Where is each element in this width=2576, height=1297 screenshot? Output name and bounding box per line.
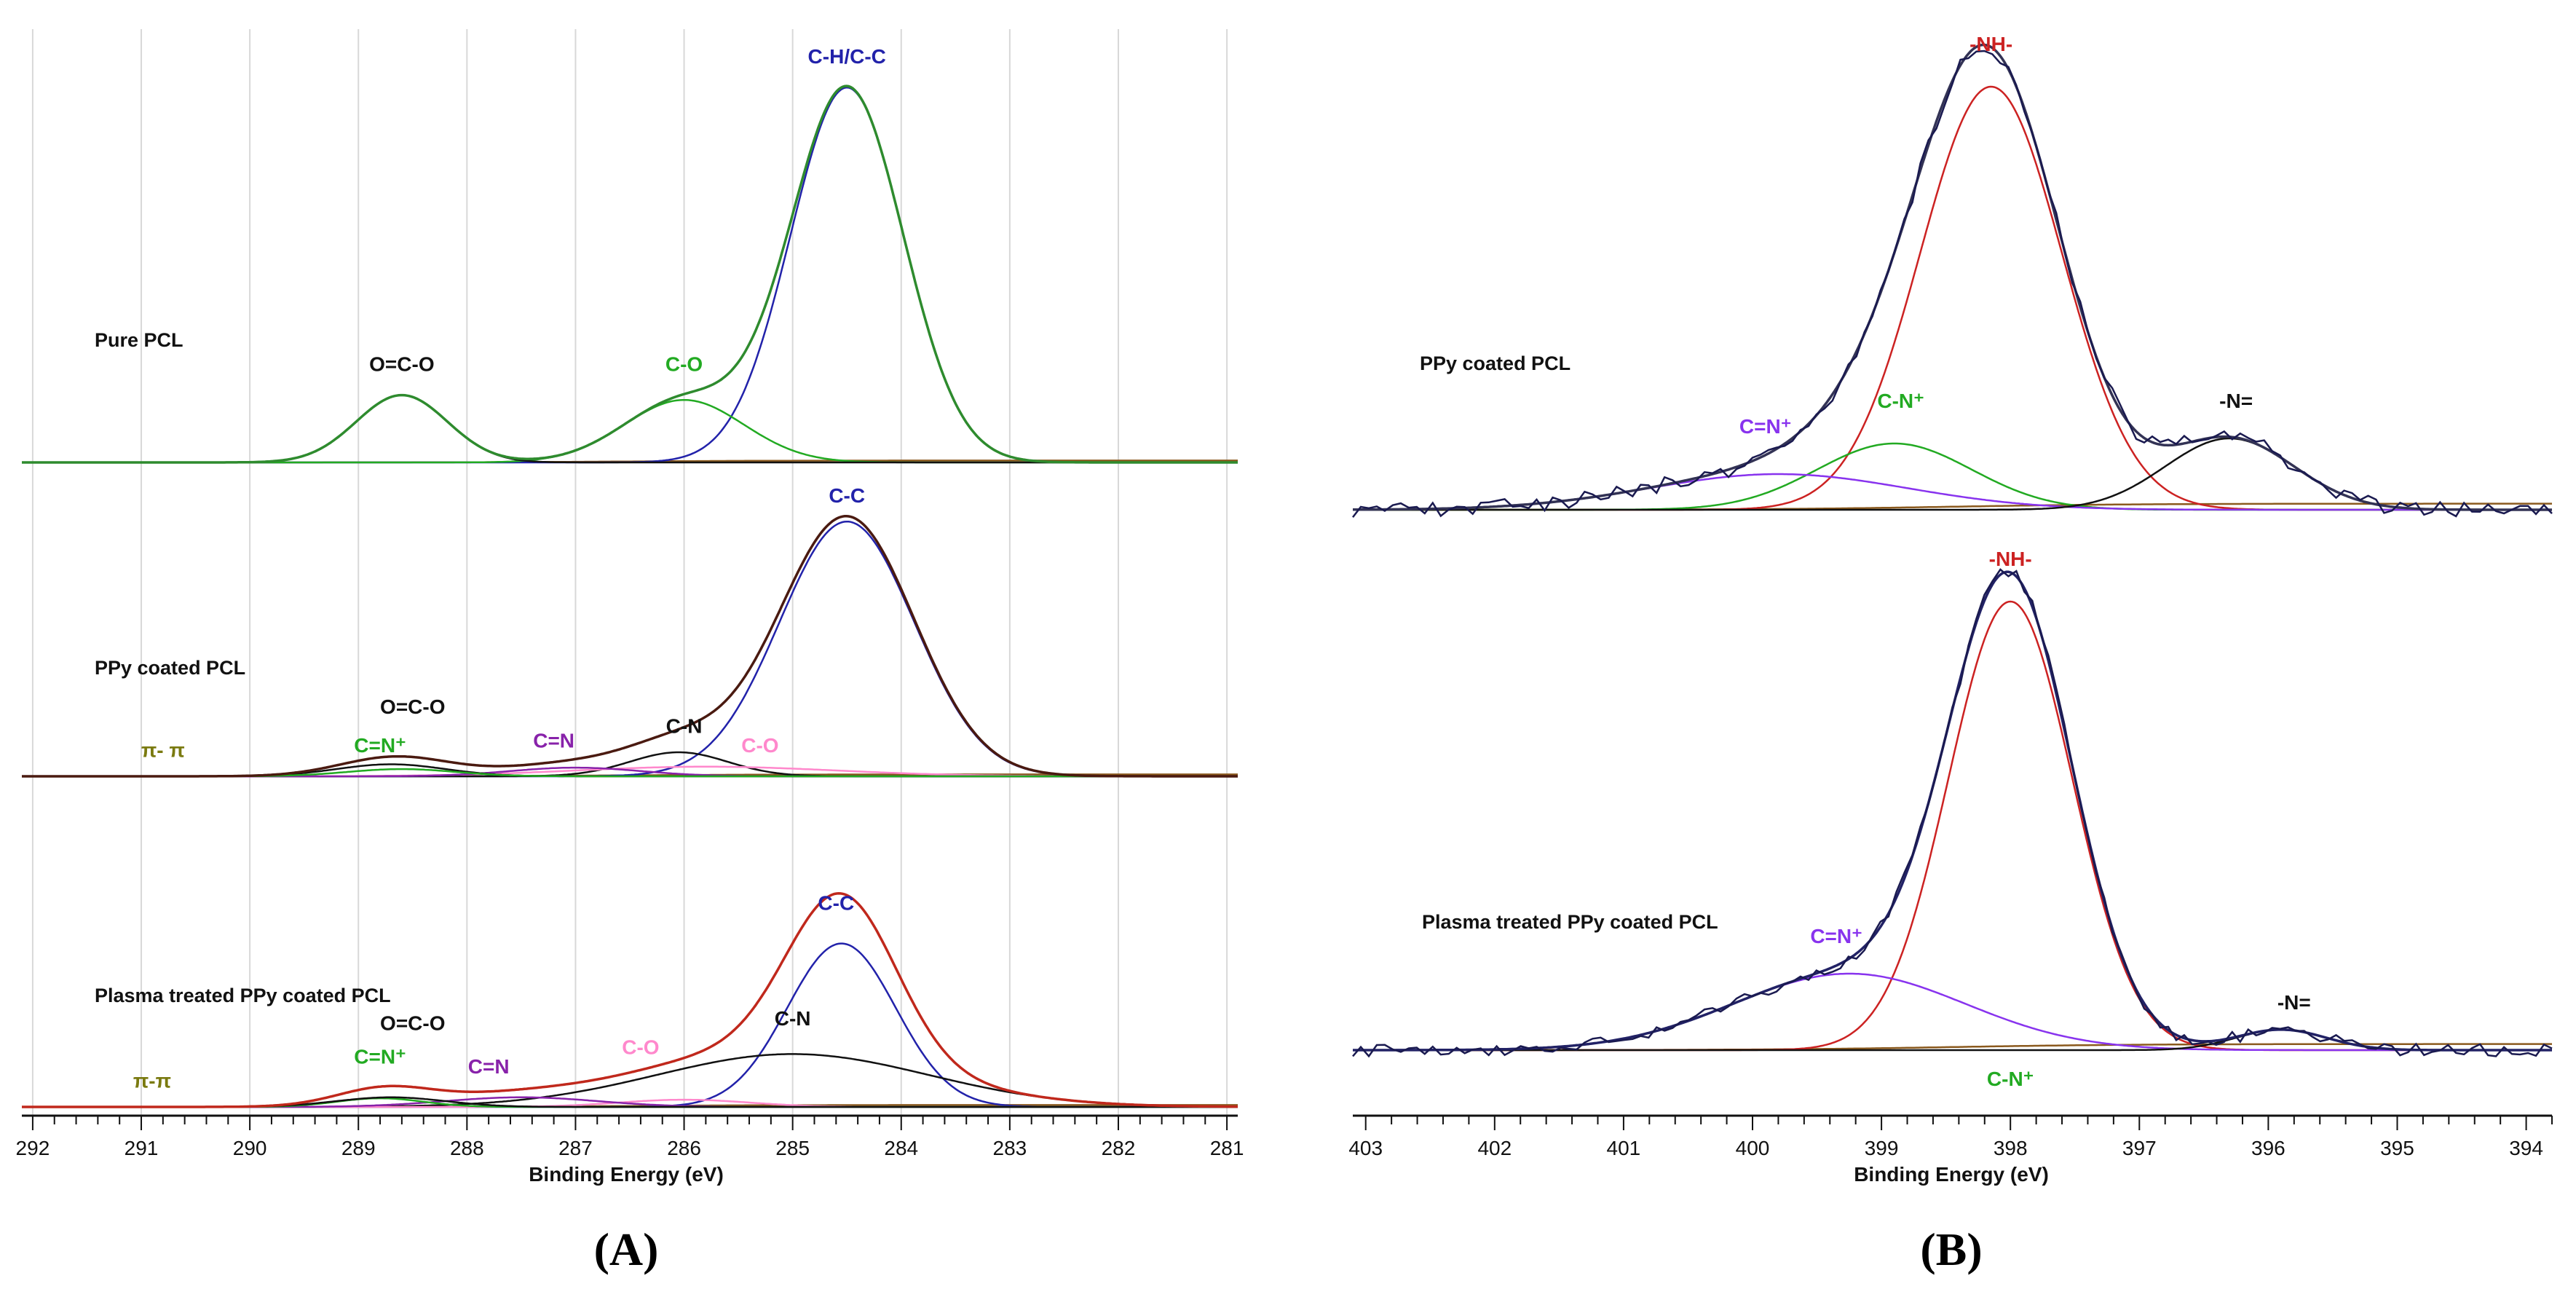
spectrum-label-plasma-treated-ppy-coated-pcl-n1s: Plasma treated PPy coated PCL — [1422, 911, 1718, 933]
panel-a-letter: (A) — [594, 1223, 659, 1275]
peak-label-c-n: C-N — [666, 715, 703, 738]
x-tick-label-397: 397 — [2122, 1137, 2157, 1159]
panel-a-peak-labels: C-H/C-C C-O O=C-O C-C C-N C-O C=N O=C-O C=N⁺ π- π… — [133, 45, 886, 1092]
spectrum-label-pure-pcl: Pure PCL — [95, 329, 183, 351]
x-tick-label-292: 292 — [16, 1137, 50, 1159]
peak-label-c-n-plus: C-N⁺ — [1987, 1068, 2034, 1090]
panel-b-curves — [1352, 43, 2553, 1058]
x-tick-label-402: 402 — [1477, 1137, 1512, 1159]
panel-a-x-axis: 292 291 290 289 288 287 286 285 284 283 282 281 — [16, 1114, 1244, 1159]
panel-b-x-axis-title: Binding Energy (eV) — [1854, 1163, 2049, 1186]
peak-label-nh: -NH- — [1969, 33, 2012, 55]
peak-label-o-eq-c-o: O=C-O — [380, 1012, 445, 1034]
peak-label-c-c: C-C — [818, 891, 854, 914]
x-tick-label-398: 398 — [1994, 1137, 2028, 1159]
peak-label-c-o: C-O — [741, 734, 778, 757]
x-tick-label-290: 290 — [233, 1137, 267, 1159]
peak-label-pi-pi: π- π — [141, 739, 185, 762]
peak-label-c-eq-n: C=N — [468, 1055, 510, 1078]
peak-label-c-eq-n-plus: C=N⁺ — [1739, 415, 1792, 438]
panel-b-n1s: -NH- C-N⁺ C=N⁺ -N= -NH- C=N⁺ -N= C-N⁺ PPy coate… — [1348, 33, 2553, 1275]
panel-a-curves — [22, 84, 1238, 1108]
peak-label-c-n-plus: C-N⁺ — [1877, 390, 1924, 412]
spectrum-label-plasma-treated-ppy-coated-pcl: Plasma treated PPy coated PCL — [95, 985, 391, 1006]
peak-label-c-o: C-O — [665, 353, 703, 376]
peak-label-c-eq-n-plus: C=N⁺ — [1810, 925, 1862, 947]
x-tick-label-282: 282 — [1102, 1137, 1136, 1159]
envelope-ppy-coated-pcl — [1353, 43, 2552, 511]
peak-label-o-eq-c-o: O=C-O — [369, 353, 434, 376]
peak-label-nh: -NH- — [1989, 548, 2032, 570]
peak-label-c-eq-n-plus: C=N⁺ — [354, 1046, 406, 1068]
x-tick-label-284: 284 — [884, 1137, 918, 1159]
x-tick-label-395: 395 — [2380, 1137, 2414, 1159]
peak-label-n-eq: -N= — [2219, 390, 2253, 412]
peak-label-o-eq-c-o: O=C-O — [380, 695, 445, 718]
panel-b-peak-labels: -NH- C-N⁺ C=N⁺ -N= -NH- C=N⁺ -N= C-N⁺ — [1739, 33, 2311, 1090]
panel-b-letter: (B) — [1920, 1223, 1982, 1275]
x-tick-label-281: 281 — [1210, 1137, 1244, 1159]
x-tick-label-286: 286 — [667, 1137, 701, 1159]
envelope-plasma-treated-ppy-coated-pcl — [22, 892, 1238, 1108]
x-tick-label-291: 291 — [125, 1137, 159, 1159]
peak-label-c-c: C-C — [829, 484, 865, 507]
panel-a-x-axis-title: Binding Energy (eV) — [529, 1163, 724, 1186]
peak-label-c-o: C-O — [622, 1036, 659, 1058]
peak-label-pi-pi: π-π — [133, 1070, 171, 1092]
spectrum-label-ppy-coated-pcl: PPy coated PCL — [95, 657, 245, 679]
envelope-pure-pcl — [22, 84, 1238, 464]
envelope-ppy-coated-pcl — [22, 515, 1238, 778]
panel-a-c1s: C-H/C-C C-O O=C-O C-C C-N C-O C=N O=C-O C=N⁺ π- π… — [16, 29, 1244, 1275]
raw-data-plasma-treated-ppy-coated-pcl — [1352, 568, 2553, 1058]
x-tick-label-285: 285 — [775, 1137, 810, 1159]
x-tick-label-399: 399 — [1865, 1137, 1899, 1159]
peak-label-c-n: C-N — [775, 1007, 811, 1030]
x-tick-label-283: 283 — [993, 1137, 1027, 1159]
panel-a-gridlines — [31, 29, 1228, 1116]
spectrum-label-ppy-coated-pcl-n1s: PPy coated PCL — [1420, 352, 1571, 374]
x-tick-label-403: 403 — [1348, 1137, 1383, 1159]
panel-b-x-axis: 403 402 401 400 399 398 397 396 395 394 — [1348, 1114, 2553, 1159]
x-tick-label-400: 400 — [1736, 1137, 1770, 1159]
x-tick-label-287: 287 — [558, 1137, 593, 1159]
raw-data-ppy-coated-pcl — [1352, 50, 2553, 519]
peak-label-n-eq: -N= — [2277, 991, 2311, 1014]
x-tick-label-396: 396 — [2251, 1137, 2285, 1159]
x-tick-label-401: 401 — [1607, 1137, 1641, 1159]
peak-label-c-h-c-c: C-H/C-C — [808, 45, 886, 68]
x-tick-label-289: 289 — [341, 1137, 376, 1159]
x-tick-label-394: 394 — [2509, 1137, 2543, 1159]
peak-label-c-eq-n-plus: C=N⁺ — [354, 734, 406, 757]
peak-label-c-eq-n: C=N — [533, 729, 574, 752]
x-tick-label-288: 288 — [450, 1137, 484, 1159]
